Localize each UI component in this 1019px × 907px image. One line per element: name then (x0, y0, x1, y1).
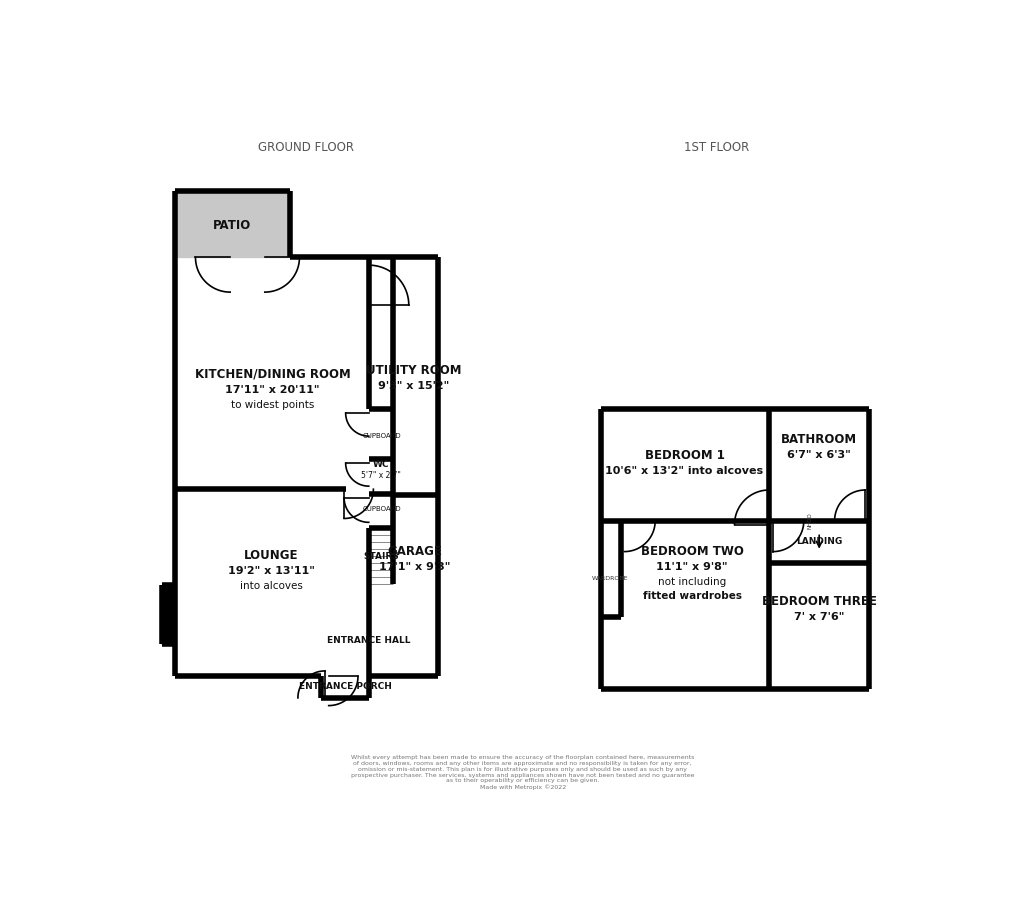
Text: Whilst every attempt has been made to ensure the accuracy of the floorplan conta: Whilst every attempt has been made to en… (351, 756, 694, 790)
Text: BEDROOM TWO: BEDROOM TWO (640, 545, 743, 558)
Text: 5'7" x 2'7": 5'7" x 2'7" (361, 471, 400, 480)
Text: 9'3" x 15'2": 9'3" x 15'2" (377, 381, 448, 391)
Text: 1ST FLOOR: 1ST FLOOR (684, 141, 749, 154)
Text: 17'1" x 9'3": 17'1" x 9'3" (379, 562, 450, 572)
Text: NHOO: NHOO (807, 512, 812, 530)
Text: GARAGE: GARAGE (387, 545, 442, 558)
Text: BEDROOM 1: BEDROOM 1 (644, 449, 723, 462)
Text: BEDROOM THREE: BEDROOM THREE (761, 595, 875, 608)
Text: BATHROOM: BATHROOM (781, 434, 856, 446)
Text: LANDING: LANDING (795, 537, 842, 546)
Text: GROUND FLOOR: GROUND FLOOR (258, 141, 354, 154)
Text: WC: WC (373, 460, 389, 469)
Text: PATIO: PATIO (213, 219, 252, 232)
Text: WARDROBE: WARDROBE (591, 576, 628, 581)
Text: not including: not including (657, 578, 726, 588)
Text: UTILITY ROOM: UTILITY ROOM (365, 364, 461, 377)
Text: fitted wardrobes: fitted wardrobes (642, 591, 741, 601)
Text: ENTRANCE HALL: ENTRANCE HALL (327, 636, 410, 645)
Text: into alcoves: into alcoves (239, 581, 302, 591)
Text: STAIRS: STAIRS (363, 552, 398, 561)
Text: ENTRANCE PORCH: ENTRANCE PORCH (299, 682, 391, 691)
Text: 7' x 7'6": 7' x 7'6" (793, 612, 844, 622)
Text: CUPBOARD: CUPBOARD (362, 433, 400, 439)
Text: 19'2" x 13'11": 19'2" x 13'11" (227, 566, 314, 576)
Polygon shape (162, 585, 174, 644)
Text: 6'7" x 6'3": 6'7" x 6'3" (787, 451, 850, 461)
Polygon shape (174, 191, 290, 258)
Text: CUPBOARD: CUPBOARD (362, 506, 400, 512)
Text: 11'1" x 9'8": 11'1" x 9'8" (656, 562, 728, 572)
Text: KITCHEN/DINING ROOM: KITCHEN/DINING ROOM (195, 368, 351, 381)
Text: 10'6" x 13'2" into alcoves: 10'6" x 13'2" into alcoves (605, 465, 763, 476)
Text: to widest points: to widest points (230, 400, 314, 410)
Text: LOUNGE: LOUNGE (244, 549, 298, 562)
Text: 17'11" x 20'11": 17'11" x 20'11" (225, 385, 319, 395)
